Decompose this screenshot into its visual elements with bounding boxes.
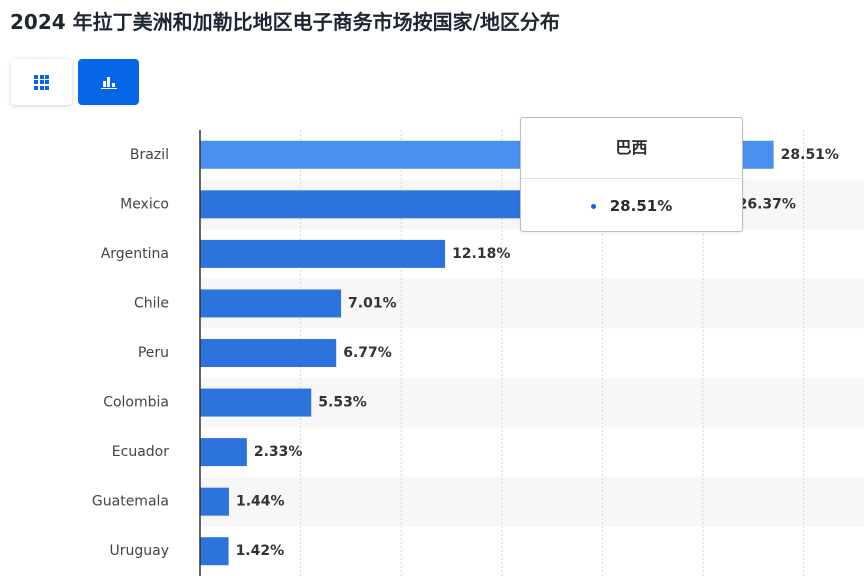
category-label: Colombia — [103, 395, 169, 411]
bar-colombia — [200, 388, 312, 417]
tooltip-dot-icon — [590, 203, 596, 209]
tooltip-title: 巴西 — [521, 118, 742, 179]
category-label: Ecuador — [112, 444, 169, 460]
bar-uruguay — [200, 537, 229, 566]
data-label: 1.42% — [236, 543, 285, 559]
tooltip-row: 28.51% — [521, 179, 742, 233]
bar-guatemala — [200, 487, 229, 516]
chart-view-button[interactable] — [78, 59, 139, 105]
bar-chile — [200, 289, 342, 318]
category-label: Uruguay — [110, 543, 170, 559]
bar-argentina — [200, 239, 446, 268]
data-label: 6.77% — [343, 345, 392, 361]
bar-chart-icon — [100, 75, 117, 89]
category-label: Guatemala — [92, 494, 169, 510]
row-band — [200, 476, 864, 527]
bar-ecuador — [200, 438, 247, 467]
chart-title: 2024 年拉丁美洲和加勒比地区电子商务市场按国家/地区分布 — [10, 10, 560, 34]
data-label: 5.53% — [318, 395, 367, 411]
tooltip: 巴西 28.51% — [520, 117, 743, 232]
category-label: Chile — [134, 295, 169, 311]
category-label: Argentina — [101, 246, 169, 262]
grid-icon — [34, 74, 49, 90]
data-label: 1.44% — [236, 494, 285, 510]
data-label: 7.01% — [348, 295, 397, 311]
category-label: Brazil — [130, 147, 169, 163]
data-label: 28.51% — [781, 147, 839, 163]
tooltip-value: 28.51% — [609, 197, 673, 215]
category-label: Peru — [138, 345, 169, 361]
bar-peru — [200, 339, 337, 367]
data-label: 26.37% — [738, 196, 796, 212]
category-label: Mexico — [120, 196, 169, 212]
data-label: 12.18% — [452, 246, 510, 262]
table-view-button[interactable] — [11, 59, 72, 105]
data-label: 2.33% — [254, 444, 303, 460]
